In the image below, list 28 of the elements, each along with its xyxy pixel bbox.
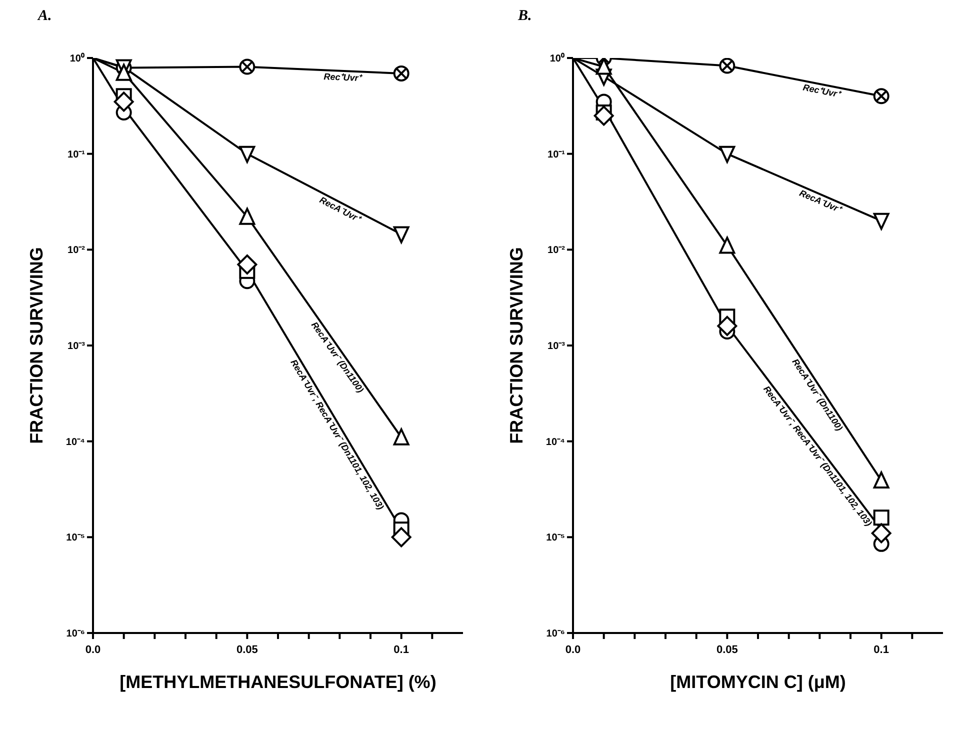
y-tick-label: 10⁻⁴ [66, 436, 86, 448]
y-tick-label: 10⁻¹ [548, 149, 566, 160]
series-label: Rec⁺Uvr⁺ [324, 72, 364, 84]
y-tick-label: 10⁻¹ [68, 149, 86, 160]
x-tick-label: 0.0 [565, 644, 581, 656]
x-axis-title: [METHYLMETHANESULFONATE] (%) [120, 672, 436, 692]
x-tick-label: 0.1 [394, 644, 409, 656]
y-tick-label: 10⁻⁶ [546, 628, 565, 640]
y-tick-label: 10⁻⁴ [546, 436, 566, 448]
chart-title: B. [516, 8, 533, 26]
y-tick-label: 10⁻³ [548, 341, 566, 352]
text: Rec⁺Uvr⁺ [802, 82, 843, 100]
y-tick-label: 10⁻³ [68, 341, 86, 352]
x-tick-label: 0.1 [874, 644, 889, 656]
y-tick-label: 10⁻² [68, 245, 86, 256]
x-tick-label: 0.05 [716, 644, 738, 656]
y-axis-title: FRACTION SURVIVING [506, 247, 526, 444]
y-tick-label: 10⁻⁵ [66, 532, 86, 544]
x-axis-title: [MITOMYCIN C] (μM) [670, 672, 846, 692]
y-tick-label: 10⁻⁶ [66, 628, 85, 640]
y-tick-label: 10⁰ [70, 52, 85, 65]
y-tick-label: 10⁻⁵ [546, 532, 566, 544]
x-tick-label: 0.0 [85, 644, 101, 656]
y-tick-label: 10⁰ [550, 52, 565, 65]
x-tick-label: 0.05 [236, 644, 258, 656]
y-tick-label: 10⁻² [548, 245, 566, 256]
y-axis-title: FRACTION SURVIVING [26, 247, 46, 444]
chart-title: A. [36, 8, 53, 26]
